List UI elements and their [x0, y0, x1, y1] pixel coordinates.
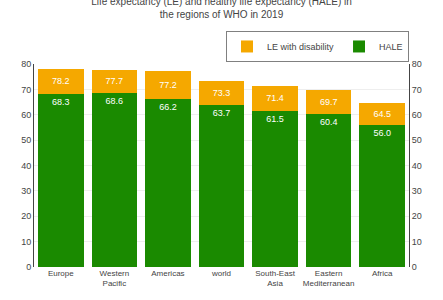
svg-text:South-EastAsia: South-EastAsia [255, 269, 295, 288]
svg-text:73.3: 73.3 [213, 88, 231, 98]
svg-text:EasternMediterranean: EasternMediterranean [303, 269, 355, 288]
svg-text:Africa: Africa [372, 269, 393, 278]
svg-text:60: 60 [412, 110, 422, 120]
svg-text:64.5: 64.5 [373, 109, 391, 119]
svg-text:61.5: 61.5 [266, 114, 284, 124]
svg-text:80: 80 [21, 59, 31, 69]
svg-text:10: 10 [412, 237, 422, 247]
svg-text:68.6: 68.6 [106, 96, 124, 106]
svg-text:70: 70 [21, 85, 31, 95]
svg-text:10: 10 [21, 237, 31, 247]
svg-text:Americas: Americas [151, 269, 184, 278]
svg-text:50: 50 [21, 135, 31, 145]
svg-text:40: 40 [21, 161, 31, 171]
svg-text:77.7: 77.7 [106, 76, 124, 86]
svg-text:Europe: Europe [48, 269, 74, 278]
svg-text:40: 40 [412, 161, 422, 171]
svg-text:80: 80 [412, 59, 422, 69]
svg-text:Life expectancy (LE) and healt: Life expectancy (LE) and healthy life ex… [91, 0, 352, 20]
svg-text:0: 0 [26, 262, 31, 272]
svg-text:68.3: 68.3 [52, 97, 70, 107]
svg-text:56.0: 56.0 [373, 128, 391, 138]
svg-text:78.2: 78.2 [52, 76, 70, 86]
svg-text:HALE: HALE [379, 42, 403, 52]
svg-text:20: 20 [21, 211, 31, 221]
svg-text:30: 30 [21, 186, 31, 196]
svg-text:60.4: 60.4 [320, 117, 338, 127]
svg-text:WesternPacific: WesternPacific [100, 269, 130, 288]
svg-text:69.7: 69.7 [320, 97, 338, 107]
svg-text:71.4: 71.4 [266, 93, 284, 103]
svg-text:LE with disability: LE with disability [267, 42, 334, 52]
svg-text:20: 20 [412, 211, 422, 221]
svg-text:70: 70 [412, 85, 422, 95]
svg-text:30: 30 [412, 186, 422, 196]
svg-text:60: 60 [21, 110, 31, 120]
svg-text:50: 50 [412, 135, 422, 145]
svg-text:63.7: 63.7 [213, 108, 231, 118]
svg-text:77.2: 77.2 [159, 80, 177, 90]
svg-text:66.2: 66.2 [159, 102, 177, 112]
svg-text:0: 0 [412, 262, 417, 272]
svg-text:world: world [211, 269, 231, 278]
